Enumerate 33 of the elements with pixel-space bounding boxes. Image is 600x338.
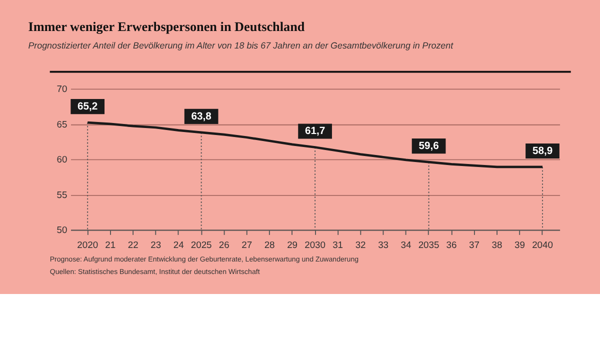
x-tick-label: 39 bbox=[514, 239, 525, 250]
data-label: 65,2 bbox=[78, 101, 98, 112]
x-tick-label: 26 bbox=[218, 239, 230, 250]
x-tick-label: 29 bbox=[287, 239, 298, 250]
chart-title: Immer weniger Erwerbspersonen in Deutschland bbox=[28, 18, 306, 34]
x-tick-label: 27 bbox=[242, 239, 252, 250]
x-tick-label: 22 bbox=[128, 239, 138, 250]
x-tick-label: 21 bbox=[105, 239, 116, 250]
data-label: 63,8 bbox=[191, 111, 212, 122]
x-tick-label: 36 bbox=[446, 239, 457, 250]
y-tick-label: 55 bbox=[56, 188, 68, 200]
y-tick-label: 70 bbox=[56, 82, 68, 94]
x-tick-label: 34 bbox=[400, 239, 412, 250]
x-tick-label: 37 bbox=[469, 239, 480, 250]
data-label: 59,6 bbox=[418, 140, 440, 152]
x-tick-label: 2020 bbox=[77, 239, 98, 250]
x-tick-label: 23 bbox=[150, 239, 162, 250]
y-tick-label: 65 bbox=[56, 118, 68, 130]
x-tick-label: 38 bbox=[492, 239, 502, 250]
chart-subtitle: Prognostizierter Anteil der Bevölkerung im Alter von 18 bis 67 Jahren an der Gesamtbevölkerung in Prozent bbox=[28, 40, 454, 51]
y-tick-label: 50 bbox=[56, 224, 68, 236]
x-tick-label: 33 bbox=[378, 239, 389, 250]
x-tick-label: 2025 bbox=[190, 239, 212, 250]
x-tick-label: 2035 bbox=[418, 239, 440, 250]
x-tick-label: 32 bbox=[355, 239, 366, 250]
x-tick-label: 31 bbox=[332, 239, 344, 250]
x-tick-label: 24 bbox=[173, 239, 184, 250]
x-tick-label: 2040 bbox=[532, 239, 553, 250]
x-tick-label: 28 bbox=[264, 239, 275, 250]
data-label: 61,7 bbox=[304, 126, 326, 138]
y-tick-label: 60 bbox=[56, 154, 68, 165]
data-label: 58,9 bbox=[532, 146, 553, 157]
x-tick-label: 2030 bbox=[304, 239, 326, 250]
